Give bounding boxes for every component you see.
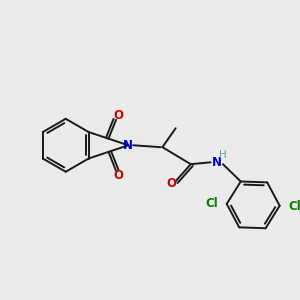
Text: N: N xyxy=(123,139,134,152)
Text: N: N xyxy=(212,156,222,169)
Text: O: O xyxy=(113,109,123,122)
Text: H: H xyxy=(219,150,227,160)
Text: O: O xyxy=(113,169,123,182)
Text: Cl: Cl xyxy=(288,200,300,213)
Text: O: O xyxy=(166,177,176,190)
Text: Cl: Cl xyxy=(205,197,218,210)
